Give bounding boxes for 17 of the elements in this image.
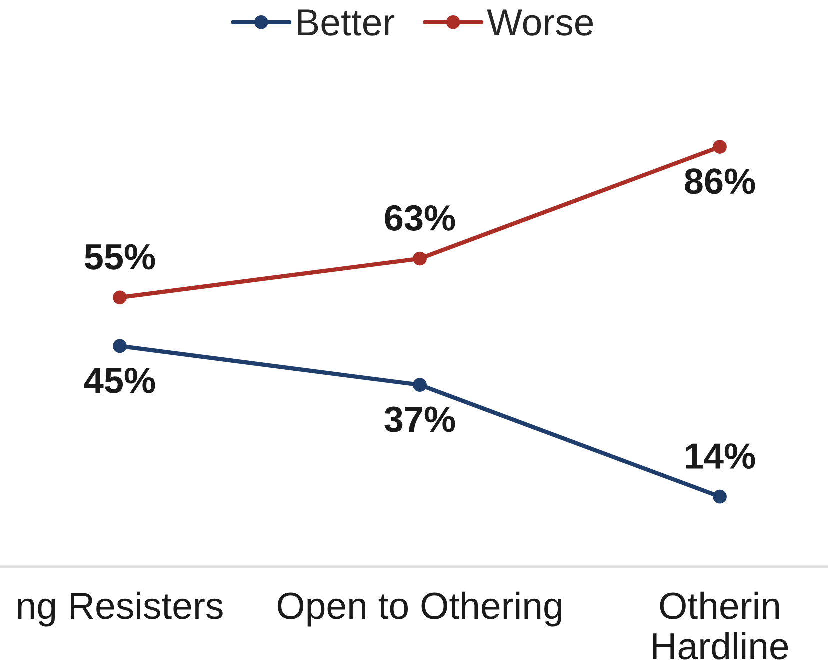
point (713, 490, 727, 504)
point (413, 378, 427, 392)
point (413, 252, 427, 266)
point (113, 290, 127, 305)
data-label: 37% (384, 406, 456, 432)
x-tick-label: Open to Othering (278, 592, 562, 627)
data-label: 55% (84, 244, 156, 270)
data-label: 63% (385, 205, 456, 232)
data-label: 45% (84, 368, 156, 394)
data-label: 86% (685, 168, 756, 194)
point (113, 339, 127, 354)
x-tick-label: ng Resisters (18, 592, 223, 627)
data-label: 14% (686, 444, 756, 469)
point (713, 140, 727, 154)
x-tick-label: Otherin Hardline (653, 592, 788, 660)
legend-label: Worse (487, 10, 594, 36)
legend-label: Better (298, 10, 395, 36)
